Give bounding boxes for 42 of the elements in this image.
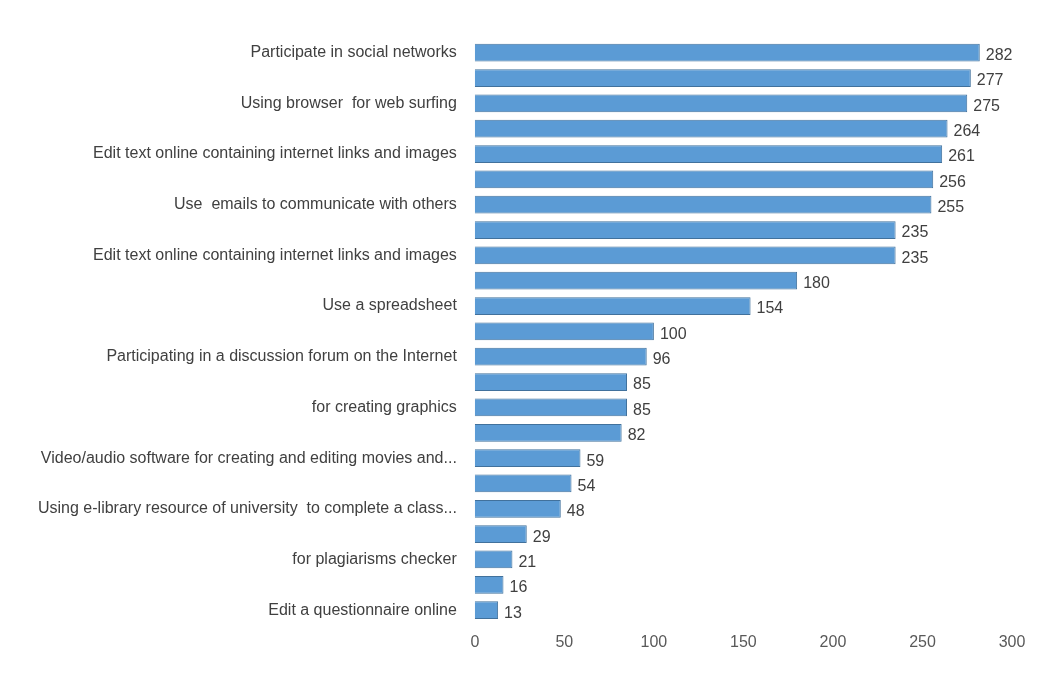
data-label: 29 <box>532 527 551 545</box>
x-tick-label: 0 <box>470 632 480 650</box>
x-tick-label: 150 <box>730 632 757 650</box>
data-label: 282 <box>985 46 1013 64</box>
x-tick-label: 250 <box>909 632 936 650</box>
data-label: 96 <box>652 350 671 368</box>
data-label: 264 <box>953 122 981 140</box>
data-label: 261 <box>948 147 975 165</box>
y-tick-label: Edit text online containing internet links and images <box>93 144 457 162</box>
x-tick-label: 200 <box>819 632 847 650</box>
y-tick-label: Using e-library resource of university to complete a class... <box>38 499 457 517</box>
data-label: 16 <box>509 578 528 596</box>
x-tick-label: 300 <box>998 632 1026 650</box>
x-tick-label: 50 <box>555 632 574 650</box>
data-label: 235 <box>901 223 929 241</box>
y-tick-label: Use a spreadsheet <box>322 296 458 314</box>
y-tick-label: Video/audio software for creating and editing movies and... <box>40 448 457 466</box>
y-tick-label: Using browser for web surfing <box>240 93 457 111</box>
y-tick-label: for plagiarisms checker <box>292 549 458 567</box>
data-label: 59 <box>586 451 605 469</box>
y-tick-label: Use emails to communicate with others <box>174 195 457 213</box>
data-label: 82 <box>627 426 646 444</box>
data-label: 154 <box>756 299 784 317</box>
y-tick-label: Edit a questionnaire online <box>268 600 457 618</box>
y-tick-label: Edit text online containing internet links and images <box>93 245 457 263</box>
data-label: 180 <box>803 274 830 292</box>
data-label: 85 <box>633 400 651 418</box>
data-label: 275 <box>973 96 1001 114</box>
data-label: 255 <box>937 198 965 216</box>
data-label: 85 <box>633 375 651 393</box>
data-label: 21 <box>518 552 537 570</box>
y-tick-label: Participating in a discussion forum on the Internet <box>106 347 458 365</box>
data-label: 277 <box>976 71 1004 89</box>
data-label: 54 <box>577 476 596 494</box>
data-label: 48 <box>566 502 585 520</box>
x-tick-label: 100 <box>640 632 668 650</box>
data-label: 100 <box>659 324 687 342</box>
data-label: 235 <box>901 248 929 266</box>
y-tick-label: for creating graphics <box>311 397 457 415</box>
data-label: 13 <box>504 603 522 621</box>
data-label: 256 <box>939 172 967 190</box>
y-tick-label: Participate in social networks <box>250 43 457 61</box>
